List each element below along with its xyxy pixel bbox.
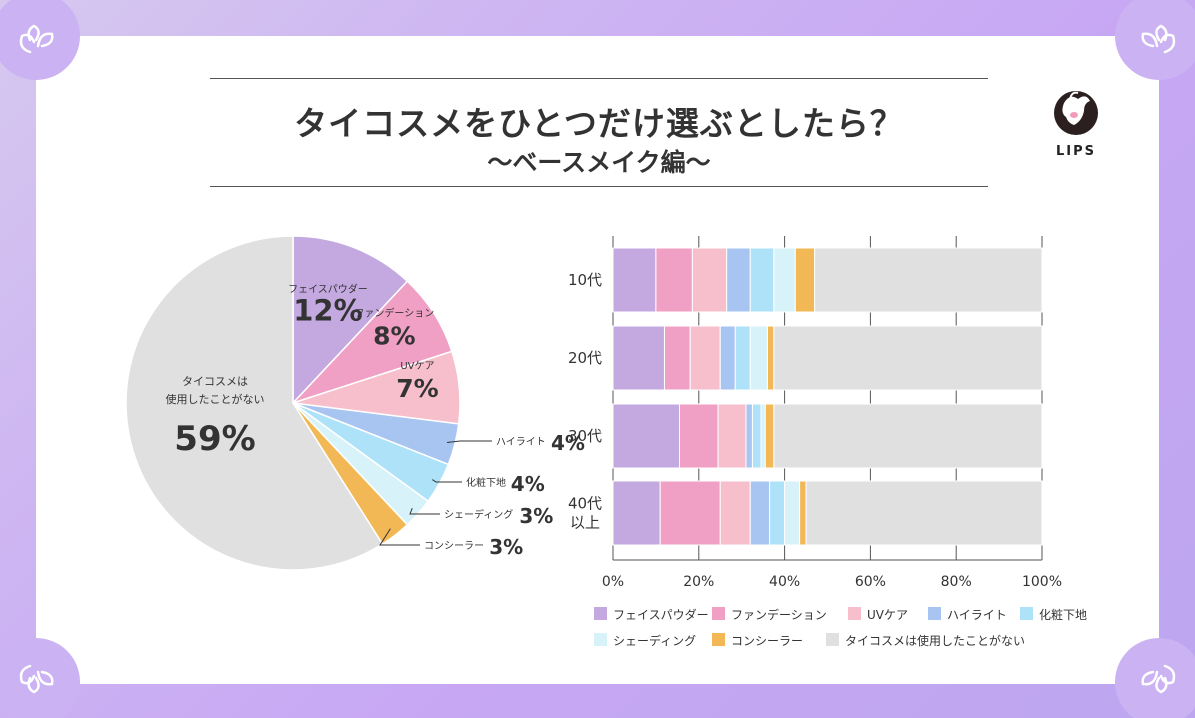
bar-segment-1-2	[689, 325, 721, 391]
corner-ornament-top-right	[1115, 0, 1195, 80]
bar-segment-1-7	[773, 325, 1043, 391]
bar-segment-1-0	[612, 325, 665, 391]
category-label-0: 10代	[568, 271, 602, 289]
bar-segment-2-1	[678, 403, 719, 469]
bar-segment-3-7	[805, 480, 1043, 546]
legend-label-1: ファンデーション	[731, 607, 827, 622]
legend-label-6: コンシーラー	[731, 634, 803, 648]
x-tick-label-0: 0%	[602, 574, 624, 590]
pie-value-4: 4%	[511, 472, 545, 496]
legend-label-2: UVケア	[867, 608, 908, 622]
pie-leader-6	[379, 528, 420, 546]
chart-subtitle: 〜ベースメイク編〜	[487, 148, 711, 177]
category-label-3-line-1: 以上	[570, 514, 600, 532]
legend-swatch-5	[594, 633, 607, 646]
bar-segment-3-5	[784, 480, 801, 546]
bar-segment-3-2	[719, 480, 751, 546]
bar-segment-1-3	[719, 325, 736, 391]
pie-leader-5	[409, 507, 440, 515]
bar-segment-0-3	[726, 247, 751, 313]
pie-slice-7	[125, 235, 384, 571]
pie-label-4: 化粧下地	[466, 476, 506, 489]
bar-segment-2-4	[751, 403, 762, 469]
x-tick-label-3: 60%	[855, 574, 886, 590]
bar-segment-3-0	[612, 480, 661, 546]
pie-label-2: UVケア	[400, 360, 434, 372]
pie-label-7-line-0: タイコスメは	[182, 375, 248, 388]
brand-label: LIPS	[1055, 144, 1096, 159]
pie-leader-3	[446, 440, 492, 444]
lips-logo-icon	[1054, 91, 1098, 135]
corner-ornament-bottom-right	[1115, 638, 1195, 718]
x-tick-label-5: 100%	[1022, 574, 1062, 590]
category-label-2: 30代	[568, 427, 602, 445]
chart-title: タイコスメをひとつだけ選ぶとしたら？	[294, 104, 904, 143]
bar-segment-1-5	[749, 325, 768, 391]
pie-label-1: ファンデーション	[354, 307, 434, 320]
bar-segment-0-5	[773, 247, 796, 313]
pie-value-5: 3%	[519, 504, 553, 528]
x-tick-label-1: 20%	[683, 574, 714, 590]
pie-value-2: 7%	[396, 374, 438, 403]
legend-swatch-6	[712, 633, 725, 646]
bar-segment-0-2	[691, 247, 728, 313]
title-rule-top	[210, 78, 988, 79]
bar-segment-1-4	[734, 325, 751, 391]
pie-value-0: 12%	[293, 294, 362, 328]
bar-segment-2-5	[760, 403, 766, 469]
pie-label-0: フェイスパウダー	[288, 283, 368, 296]
bar-segment-3-3	[749, 480, 771, 546]
bar-segment-0-7	[814, 247, 1043, 313]
pie-slice-0	[292, 235, 409, 405]
pie-label-3: ハイライト	[496, 436, 546, 448]
legend-swatch-7	[826, 633, 839, 646]
pie-value-3: 4%	[551, 431, 585, 455]
legend-swatch-2	[848, 607, 861, 620]
bar-segment-2-6	[764, 403, 775, 469]
legend-swatch-3	[928, 607, 941, 620]
x-tick-label-4: 80%	[941, 574, 972, 590]
legend-label-5: シェーディング	[613, 633, 696, 648]
bar-segment-3-4	[769, 480, 786, 546]
corner-ornament-bottom-left	[0, 638, 80, 718]
bar-segment-0-4	[749, 247, 775, 313]
category-label-3-line-0: 40代	[568, 495, 602, 513]
legend-label-0: フェイスパウダー	[613, 607, 709, 622]
bar-segment-2-2	[717, 403, 747, 469]
bar-segment-1-6	[766, 325, 775, 391]
category-label-1: 20代	[568, 349, 602, 367]
bar-segment-2-0	[612, 403, 680, 469]
bar-segment-3-6	[799, 480, 807, 546]
bar-segment-3-1	[659, 480, 721, 546]
legend-label-7: タイコスメは使用したことがない	[845, 633, 1025, 648]
bar-segment-0-0	[612, 247, 657, 313]
legend-label-3: ハイライト	[947, 608, 1007, 622]
title-rule-bottom	[210, 186, 988, 187]
legend-swatch-1	[712, 607, 725, 620]
pie-value-7: 59%	[174, 419, 255, 459]
bar-segment-1-1	[663, 325, 691, 391]
bar-segment-2-7	[773, 403, 1043, 469]
pie-value-6: 3%	[489, 535, 523, 559]
bar-segment-2-3	[745, 403, 753, 469]
pie-label-6: コンシーラー	[424, 540, 484, 552]
pie-leader-4	[432, 479, 462, 483]
legend-swatch-4	[1020, 607, 1033, 620]
legend-label-4: 化粧下地	[1039, 608, 1087, 622]
bar-segment-0-1	[655, 247, 693, 313]
x-tick-label-2: 40%	[769, 574, 800, 590]
pie-label-5: シェーディング	[444, 508, 513, 521]
corner-ornament-top-left	[0, 0, 80, 80]
legend-swatch-0	[594, 607, 607, 620]
pie-label-7-line-1: 使用したことがない	[166, 392, 265, 406]
pie-value-1: 8%	[373, 322, 415, 351]
bar-segment-0-6	[794, 247, 816, 313]
